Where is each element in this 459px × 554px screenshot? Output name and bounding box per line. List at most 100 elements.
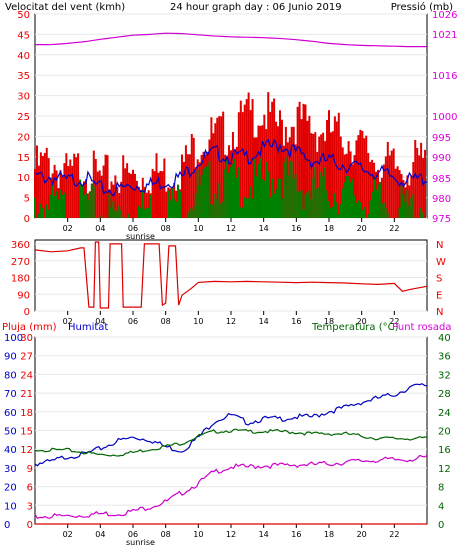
temperature-line [34,428,428,457]
humidity-tick-label: 100 [4,333,23,344]
temperature-tick-label: 16 [438,445,451,456]
x-tick-label: 18 [324,224,334,233]
temperature-tick-label: 4 [438,501,444,512]
wind-tick-label: 0 [24,214,30,225]
x-tick-label: 08 [161,530,171,539]
humidity-tick-label: 40 [4,445,17,456]
rain-tick-label: 21 [20,389,33,400]
wind-tick-label: 15 [17,153,30,164]
temperature-tick-label: 20 [438,427,451,438]
temperature-tick-label: 32 [438,370,451,381]
sunrise-label-2: sunrise [126,538,155,547]
pressure-line [35,32,427,48]
rain-tick-label: 12 [20,445,33,456]
rain-axis-label: Pluja (mm) [2,322,57,333]
pressure-tick-label: 995 [432,133,451,144]
x-tick-label: 16 [291,224,301,233]
x-tick-label: 20 [357,224,367,233]
rain-tick-label: 6 [27,483,33,494]
x-tick-label: 06 [128,317,138,326]
x-tick-label: 18 [324,317,334,326]
humidity-tick-label: 20 [4,483,17,494]
pressure-tick-label: 990 [432,153,451,164]
direction-tick-label: 90 [17,290,30,301]
temperature-tick-label: 8 [438,483,444,494]
humidity-tick-label: 80 [4,370,17,381]
humidity-tick-label: 0 [4,520,10,531]
humidity-tick-label: 60 [4,408,17,419]
dewpoint-axis-label: Punt rosada [392,322,451,333]
wind-tick-label: 20 [17,132,30,143]
x-tick-label: 14 [259,224,269,233]
x-tick-label: 12 [226,530,236,539]
direction-tick-label: 360 [11,240,30,251]
x-tick-label: 16 [291,530,301,539]
wind-tick-label: 40 [17,51,30,62]
x-tick-label: 22 [389,317,399,326]
sunrise-label-1: sunrise [126,232,155,241]
wind-tick-label: 25 [17,112,30,123]
x-tick-label: 02 [63,317,73,326]
compass-label: N [436,240,443,251]
dewpoint-line [34,454,428,520]
rain-tick-label: 0 [27,520,33,531]
x-tick-label: 04 [95,317,105,326]
pressure-tick-label: 975 [432,214,451,225]
humidity-tick-label: 30 [4,464,17,475]
humidity-axis-label: Humitat [68,322,108,333]
temperature-tick-label: 0 [438,520,444,531]
x-tick-label: 18 [324,530,334,539]
x-tick-label: 10 [193,317,203,326]
wind-tick-label: 45 [17,30,30,41]
rain-tick-label: 18 [20,408,33,419]
temperature-tick-label: 28 [438,389,451,400]
x-tick-label: 20 [357,317,367,326]
temperature-tick-label: 24 [438,408,451,419]
humidity-tick-label: 50 [4,427,17,438]
x-tick-label: 14 [259,530,269,539]
pressure-tick-label: 985 [432,174,451,185]
wind-tick-label: 30 [17,92,30,103]
wind-tick-label: 10 [17,173,30,184]
wind-tick-label: 35 [17,71,30,82]
compass-label: N [436,307,443,318]
x-tick-label: 22 [389,224,399,233]
direction-tick-label: 270 [11,257,30,268]
compass-label: S [436,274,442,285]
x-tick-label: 04 [95,224,105,233]
x-tick-label: 22 [389,530,399,539]
wind-axis-label: Velocitat del vent (kmh) [5,2,125,13]
temperature-tick-label: 36 [438,352,451,363]
rain-tick-label: 24 [20,370,33,381]
graph-title: 24 hour graph day : 06 Junio 2019 [170,2,342,13]
pressure-tick-label: 1026 [432,10,457,21]
compass-label: W [436,257,446,268]
pressure-tick-label: 1000 [432,112,457,123]
humidity-tick-label: 90 [4,352,17,363]
x-tick-label: 10 [193,224,203,233]
compass-label: E [436,290,442,301]
x-tick-label: 14 [259,317,269,326]
x-tick-label: 20 [357,530,367,539]
rain-tick-label: 3 [27,501,33,512]
wind-tick-label: 5 [24,194,30,205]
rain-tick-label: 30 [20,333,33,344]
pressure-tick-label: 980 [432,194,451,205]
direction-tick-label: 180 [11,274,30,285]
x-tick-label: 02 [63,224,73,233]
rain-humidity-panel: 0102030405060708090100036912151821242730… [4,333,451,539]
rain-tick-label: 9 [27,464,33,475]
humidity-tick-label: 10 [4,501,17,512]
humidity-line [34,383,428,467]
x-tick-label: 16 [291,317,301,326]
wind-pressure-panel: 0 5 10 15 20 25 30 35 40 45 50 975 980 985 990 995 1000 1… [17,10,457,233]
pressure-tick-label: 1021 [432,30,457,41]
direction-tick-label: 0 [24,307,30,318]
x-tick-label: 12 [226,224,236,233]
pressure-axis-label: Pressió (mb) [391,1,453,13]
wind-tick-label: 50 [17,10,30,21]
x-tick-label: 06 [128,530,138,539]
direction-line [34,241,428,309]
